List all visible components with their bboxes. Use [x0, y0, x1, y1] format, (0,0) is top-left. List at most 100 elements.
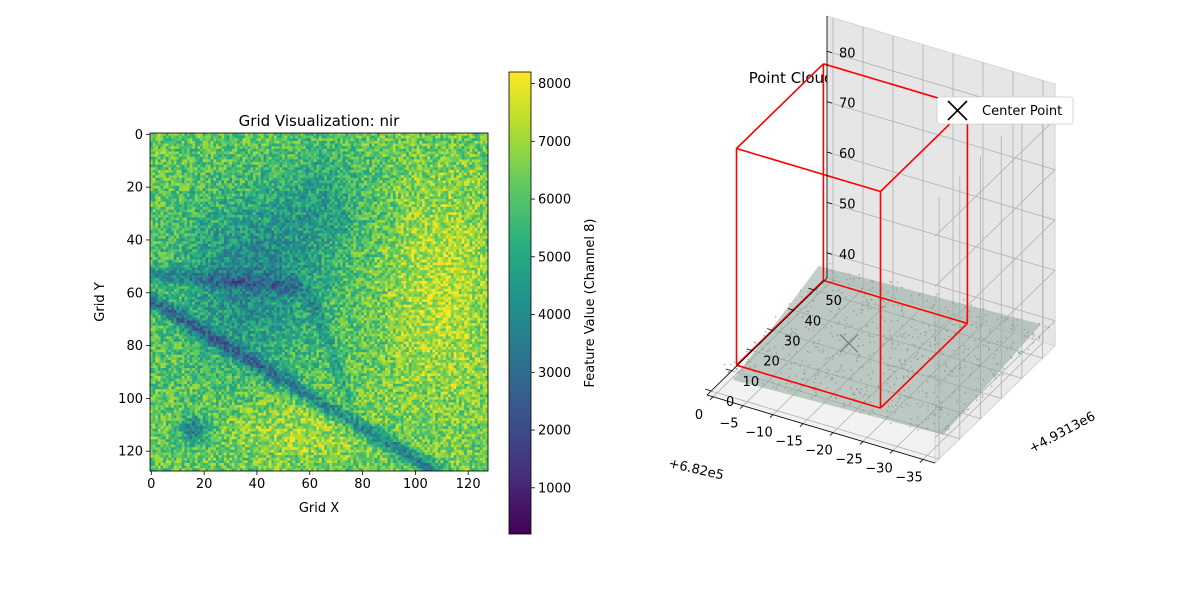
heatmap-cell: [369, 143, 373, 147]
heatmap-cell: [247, 169, 251, 173]
heatmap-cell: [374, 164, 378, 168]
heatmap-cell: [485, 148, 489, 152]
heatmap-cell: [239, 185, 243, 189]
heatmap-cell: [260, 140, 264, 144]
heatmap-cell: [406, 222, 410, 226]
heatmap-cell: [221, 196, 225, 200]
heatmap-cell: [316, 201, 320, 205]
heatmap-cell: [297, 159, 301, 163]
heatmap-cell: [390, 167, 394, 171]
heatmap-cell: [419, 212, 423, 216]
heatmap-cell: [461, 135, 465, 139]
heatmap-cell: [421, 143, 425, 147]
heatmap-cell: [189, 206, 193, 210]
heatmap-cell: [371, 191, 375, 195]
heatmap-cell: [311, 151, 315, 155]
heatmap-cell: [205, 204, 209, 208]
heatmap-cell: [234, 151, 238, 155]
heatmap-cell: [226, 185, 230, 189]
heatmap-cell: [308, 133, 312, 136]
heatmap-cell: [451, 206, 455, 210]
heatmap-cell: [313, 214, 317, 218]
heatmap-cell: [406, 228, 410, 232]
heatmap-cell: [358, 159, 362, 163]
heatmap-cell: [287, 217, 291, 221]
heatmap-cell: [308, 172, 312, 176]
heatmap-cell: [268, 220, 272, 224]
heatmap-cell: [208, 156, 212, 160]
heatmap-cell: [171, 220, 175, 224]
heatmap-cell: [329, 180, 333, 184]
heatmap-cell: [453, 159, 457, 163]
heatmap-cell: [292, 233, 296, 237]
heatmap-cell: [271, 204, 275, 208]
heatmap-cell: [200, 201, 204, 205]
heatmap-cell: [332, 135, 336, 139]
heatmap-cell: [408, 206, 412, 210]
heatmap-cell: [400, 220, 404, 224]
heatmap-cell: [260, 151, 264, 155]
heatmap-cell: [440, 185, 444, 189]
heatmap-cell: [316, 196, 320, 200]
heatmap-cell: [353, 167, 357, 171]
heatmap-cell: [485, 133, 489, 136]
heatmap-cell: [184, 199, 188, 203]
heatmap-cell: [477, 222, 481, 226]
heatmap-cell: [474, 167, 478, 171]
heatmap-cell: [456, 164, 460, 168]
heatmap-cell: [255, 183, 259, 187]
heatmap-cell: [213, 193, 217, 197]
heatmap-cell: [395, 193, 399, 197]
heatmap-cell: [155, 212, 159, 216]
heatmap-cell: [377, 199, 381, 203]
heatmap-cell: [197, 230, 201, 234]
heatmap-cell: [176, 140, 180, 144]
heatmap-cell: [305, 230, 309, 234]
heatmap-cell: [242, 143, 246, 147]
heatmap-cell: [229, 172, 233, 176]
heatmap-cell: [218, 156, 222, 160]
heatmap-cell: [385, 233, 389, 237]
heatmap-cell: [429, 159, 433, 163]
heatmap-cell: [472, 188, 476, 192]
heatmap-cell: [403, 177, 407, 181]
heatmap-cell: [245, 209, 249, 213]
heatmap-cell: [461, 143, 465, 147]
heatmap-cell: [289, 151, 293, 155]
heatmap-cell: [429, 172, 433, 176]
heatmap-cell: [295, 177, 299, 181]
heatmap-cell: [292, 183, 296, 187]
heatmap-cell: [234, 133, 238, 136]
heatmap-cell: [247, 159, 251, 163]
heatmap-cell: [176, 228, 180, 232]
heatmap-cell: [155, 159, 159, 163]
heatmap-cell: [155, 188, 159, 192]
heatmap-cell: [385, 230, 389, 234]
heatmap-cell: [461, 220, 465, 224]
heatmap-cell: [464, 154, 468, 158]
heatmap-cell: [369, 206, 373, 210]
heatmap-cell: [184, 204, 188, 208]
heatmap-cell: [242, 191, 246, 195]
heatmap-cell: [437, 162, 441, 166]
heatmap-cell: [237, 209, 241, 213]
heatmap-cell: [403, 233, 407, 237]
heatmap-cell: [390, 138, 394, 142]
heatmap-cell: [289, 148, 293, 152]
heatmap-cell: [377, 175, 381, 179]
heatmap-cell: [374, 162, 378, 166]
heatmap-cell: [414, 146, 418, 150]
heatmap-cell: [271, 169, 275, 173]
heatmap-cell: [374, 228, 378, 232]
heatmap-cell: [168, 169, 172, 173]
heatmap-cell: [274, 183, 278, 187]
heatmap-cell: [260, 185, 264, 189]
heatmap-cell: [229, 230, 233, 234]
heatmap-cell: [477, 233, 481, 237]
heatmap-cell: [429, 191, 433, 195]
heatmap-cell: [485, 183, 489, 187]
heatmap-cell: [419, 140, 423, 144]
heatmap-cell: [194, 135, 198, 139]
heatmap-cell: [416, 206, 420, 210]
heatmap-cell: [260, 196, 264, 200]
